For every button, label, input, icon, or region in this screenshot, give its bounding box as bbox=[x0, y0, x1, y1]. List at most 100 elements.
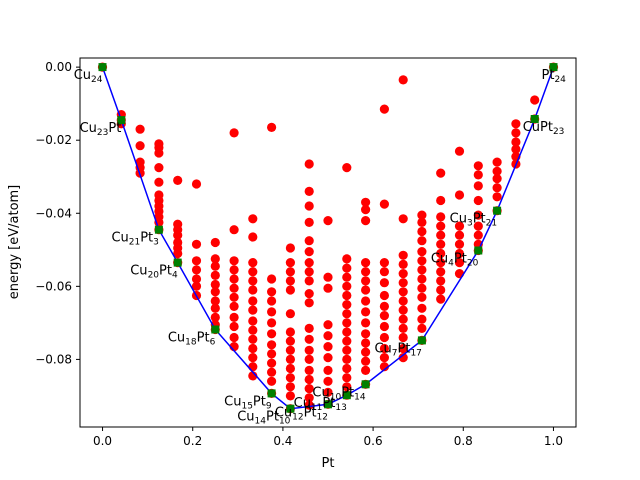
data-point-48 bbox=[229, 225, 239, 235]
x-tick-label-3: 0.6 bbox=[364, 434, 383, 448]
data-point-88 bbox=[285, 258, 295, 268]
structure-labels: Cu24Cu23PtCu21Pt3Cu20Pt4Cu18Pt6Cu15Pt9Cu… bbox=[74, 68, 566, 427]
label-pt24: Pt24 bbox=[542, 68, 567, 85]
data-point-66 bbox=[248, 305, 258, 315]
data-point-226 bbox=[454, 269, 465, 279]
data-point-76 bbox=[267, 287, 277, 297]
data-point-155 bbox=[361, 276, 371, 286]
data-point-181 bbox=[398, 250, 408, 260]
data-point-115 bbox=[304, 345, 314, 355]
data-point-220 bbox=[454, 190, 465, 200]
data-point-200 bbox=[417, 274, 427, 284]
data-point-60 bbox=[248, 232, 258, 242]
data-point-43 bbox=[210, 303, 220, 313]
data-point-192 bbox=[398, 353, 408, 363]
data-point-95 bbox=[285, 345, 295, 355]
data-point-159 bbox=[361, 318, 371, 328]
data-point-228 bbox=[473, 170, 483, 180]
label-cu20-pt4: Cu20Pt4 bbox=[130, 264, 178, 281]
y-tick-label-0: 0.00 bbox=[45, 60, 72, 74]
data-point-109 bbox=[304, 267, 314, 277]
data-point-158 bbox=[361, 307, 371, 317]
data-point-135 bbox=[342, 263, 352, 273]
data-point-143 bbox=[342, 336, 352, 346]
data-point-31 bbox=[191, 256, 202, 266]
data-point-175 bbox=[379, 332, 389, 343]
data-point-227 bbox=[473, 161, 483, 171]
label-cupt23: CuPt23 bbox=[523, 120, 565, 137]
data-point-71 bbox=[248, 353, 258, 363]
data-point-223 bbox=[454, 239, 465, 249]
data-point-221 bbox=[454, 221, 465, 231]
data-point-70 bbox=[248, 343, 258, 354]
data-point-161 bbox=[361, 338, 371, 348]
data-point-239 bbox=[492, 183, 502, 193]
hull-point-0 bbox=[98, 63, 107, 72]
data-point-216 bbox=[436, 276, 446, 286]
data-point-49 bbox=[229, 256, 239, 266]
data-point-119 bbox=[304, 384, 314, 394]
x-tick-label-1: 0.2 bbox=[183, 434, 202, 448]
data-point-134 bbox=[342, 254, 352, 264]
data-point-127 bbox=[323, 342, 333, 352]
data-point-4 bbox=[135, 124, 145, 134]
y-tick-label-3: −0.06 bbox=[35, 279, 72, 293]
data-point-222 bbox=[454, 230, 465, 240]
data-point-34 bbox=[191, 281, 202, 291]
data-point-102 bbox=[304, 159, 314, 169]
data-point-240 bbox=[492, 192, 502, 202]
data-point-39 bbox=[210, 270, 220, 280]
data-point-103 bbox=[304, 186, 314, 196]
data-point-62 bbox=[248, 267, 258, 277]
hull-point-1 bbox=[117, 116, 126, 125]
data-point-138 bbox=[342, 290, 352, 301]
data-point-93 bbox=[285, 327, 295, 337]
data-point-47 bbox=[229, 128, 239, 138]
data-point-55 bbox=[229, 312, 239, 322]
data-point-99 bbox=[285, 382, 295, 392]
data-point-187 bbox=[398, 305, 408, 315]
data-point-183 bbox=[398, 269, 408, 279]
data-point-96 bbox=[285, 354, 295, 364]
x-tick-label-5: 1.0 bbox=[544, 434, 563, 448]
x-axis-ticks: 0.0 0.2 0.4 0.6 0.8 1.0 bbox=[93, 427, 563, 448]
data-point-68 bbox=[248, 325, 258, 335]
data-point-152 bbox=[361, 216, 371, 226]
data-point-108 bbox=[304, 258, 314, 268]
data-point-81 bbox=[267, 340, 277, 350]
y-axis-label: energy [eV/atom] bbox=[7, 185, 22, 300]
hull-point-7 bbox=[324, 400, 332, 409]
data-point-215 bbox=[436, 267, 446, 277]
data-point-13 bbox=[154, 177, 164, 187]
x-axis-label: Pt bbox=[322, 456, 335, 471]
data-point-231 bbox=[473, 210, 483, 220]
data-point-212 bbox=[436, 239, 446, 249]
data-point-65 bbox=[248, 296, 258, 306]
data-point-217 bbox=[436, 285, 446, 295]
data-point-213 bbox=[436, 248, 446, 259]
data-point-85 bbox=[267, 376, 277, 386]
data-point-157 bbox=[361, 296, 371, 306]
hull-point-5 bbox=[267, 389, 276, 398]
data-point-136 bbox=[342, 272, 352, 282]
data-point-44 bbox=[210, 312, 220, 322]
data-point-150 bbox=[361, 197, 371, 207]
data-point-211 bbox=[436, 230, 446, 240]
convex-hull bbox=[98, 63, 558, 413]
data-point-191 bbox=[398, 343, 408, 354]
label-cu11-pt13: Cu11Pt13 bbox=[294, 396, 347, 413]
data-point-124 bbox=[323, 283, 333, 293]
data-point-182 bbox=[398, 259, 408, 269]
data-point-75 bbox=[267, 274, 277, 284]
data-point-113 bbox=[304, 323, 314, 333]
data-point-64 bbox=[248, 285, 258, 295]
data-point-117 bbox=[304, 365, 314, 375]
data-point-40 bbox=[210, 279, 220, 290]
data-point-89 bbox=[285, 267, 295, 277]
y-tick-label-2: −0.04 bbox=[35, 206, 72, 220]
data-point-63 bbox=[248, 276, 258, 286]
data-point-243 bbox=[511, 128, 521, 138]
hull-point-13 bbox=[530, 115, 539, 123]
data-point-242 bbox=[511, 119, 521, 129]
